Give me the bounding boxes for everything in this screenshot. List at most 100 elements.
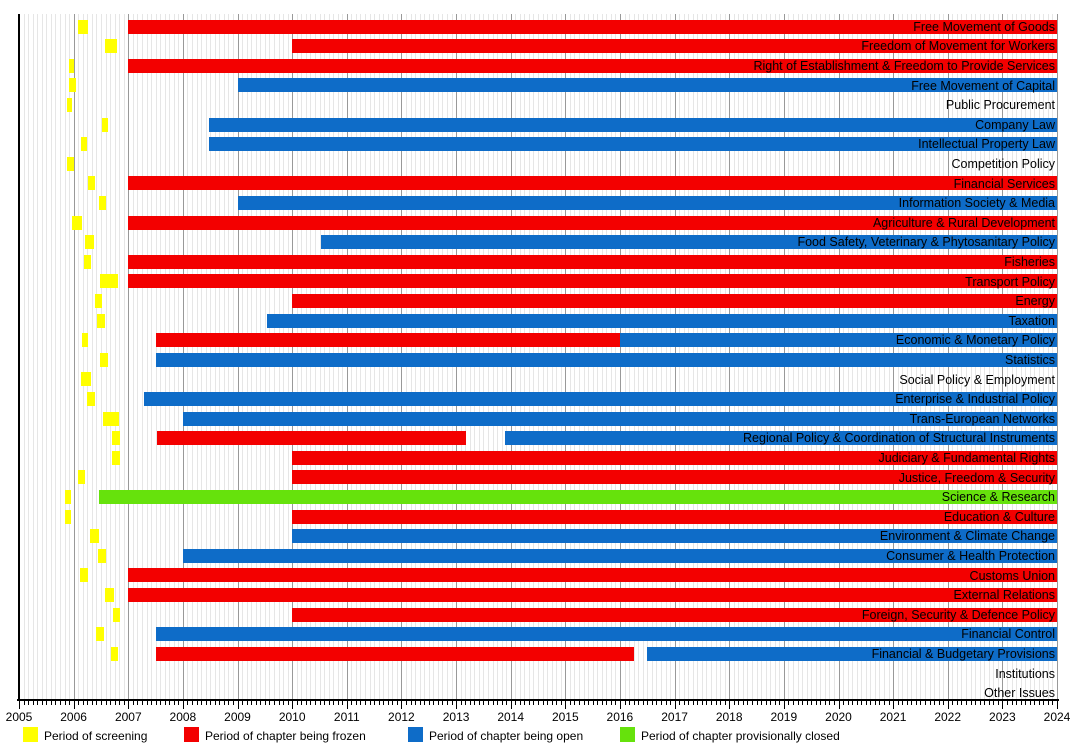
axis-tick-month xyxy=(1025,701,1027,705)
row-label: Energy xyxy=(1015,293,1055,308)
axis-tick-month xyxy=(752,701,753,705)
axis-tick-month xyxy=(82,701,84,705)
axis-tick-month xyxy=(251,701,253,705)
axis-tick-month xyxy=(424,701,426,705)
gridline-month xyxy=(78,14,80,700)
gridline-month xyxy=(55,14,57,700)
axis-tick-month xyxy=(815,701,817,705)
axis-tick-month xyxy=(410,701,412,705)
axis-tick-month xyxy=(378,701,380,705)
gridline-month xyxy=(87,14,89,700)
axis-tick-month xyxy=(656,701,658,705)
bar-screening xyxy=(90,529,99,544)
axis-tick-month xyxy=(105,701,107,705)
axis-tick-month xyxy=(365,701,366,705)
bar-open xyxy=(208,137,1057,152)
gridline-year xyxy=(73,14,75,700)
axis-tick-month xyxy=(205,701,207,705)
axis-tick-month xyxy=(23,701,25,705)
axis-tick-month xyxy=(132,701,134,705)
axis-year-label: 2023 xyxy=(989,710,1016,724)
axis-tick-year xyxy=(237,701,239,709)
axis-tick-month xyxy=(938,701,940,705)
legend-swatch-open xyxy=(408,727,423,742)
axis-tick-month xyxy=(374,701,376,705)
bar-frozen xyxy=(128,176,1057,191)
axis-tick-month xyxy=(624,701,626,705)
bar-screening xyxy=(80,568,88,583)
axis-tick-month xyxy=(610,701,612,705)
row-label: Consumer & Health Protection xyxy=(886,548,1055,563)
axis-tick-month xyxy=(747,701,749,705)
axis-tick-month xyxy=(41,701,43,705)
gridline-month xyxy=(82,14,84,700)
axis-tick-month xyxy=(975,701,977,705)
axis-tick-month xyxy=(569,701,571,705)
axis-tick-month xyxy=(738,701,740,705)
axis-tick-month xyxy=(997,701,999,705)
axis-tick-month xyxy=(1034,701,1036,705)
axis-tick-month xyxy=(210,701,212,705)
axis-tick-month xyxy=(724,701,726,705)
row-label: Information Society & Media xyxy=(898,195,1055,210)
bar-frozen xyxy=(292,294,1057,308)
bar-open xyxy=(237,196,1057,210)
axis-tick-month xyxy=(287,701,289,705)
axis-tick-month xyxy=(91,701,93,705)
axis-tick-month xyxy=(761,701,763,705)
axis-tick-month xyxy=(60,701,61,705)
axis-tick-month xyxy=(929,701,931,705)
axis-tick-month xyxy=(865,701,867,705)
axis-year-label: 2013 xyxy=(442,710,470,724)
axis-tick-month xyxy=(1043,701,1045,705)
bar-screening xyxy=(111,431,121,446)
axis-tick-month xyxy=(733,701,735,705)
axis-tick-month xyxy=(915,701,917,705)
axis-tick-month xyxy=(1038,701,1040,705)
axis-tick-month xyxy=(201,701,203,705)
axis-tick-month xyxy=(228,701,230,705)
axis-tick-month xyxy=(660,701,662,705)
axis-tick-month xyxy=(64,701,66,705)
legend-swatch-screening xyxy=(23,727,38,742)
axis-tick-month xyxy=(196,701,198,705)
axis-tick-month xyxy=(160,701,162,705)
axis-tick-month xyxy=(820,701,822,705)
axis-tick-month xyxy=(415,701,417,705)
axis-tick-month xyxy=(387,701,389,705)
axis-tick-month xyxy=(342,701,344,705)
axis-tick-month xyxy=(897,701,899,705)
axis-tick-month xyxy=(351,701,353,705)
axis-tick-year xyxy=(674,701,676,709)
legend-label-frozen: Period of chapter being frozen xyxy=(205,729,366,743)
bar-frozen xyxy=(128,568,1057,583)
axis-tick-month xyxy=(902,701,904,705)
gridline-month xyxy=(91,14,93,700)
axis-tick-month xyxy=(501,701,503,705)
axis-tick-month xyxy=(78,701,80,705)
axis-tick-month xyxy=(642,701,644,705)
gridline-month xyxy=(123,14,125,700)
axis-year-label: 2017 xyxy=(661,710,688,724)
axis-tick-year xyxy=(1057,701,1058,709)
axis-tick-month xyxy=(396,701,398,705)
axis-tick-year xyxy=(182,701,184,709)
bar-frozen xyxy=(128,215,1057,230)
row-label: Trans-European Networks xyxy=(909,411,1055,426)
axis-year-label: 2007 xyxy=(114,710,142,724)
axis-tick-month xyxy=(419,701,421,705)
bar-screening xyxy=(72,215,82,230)
axis-tick-month xyxy=(333,701,335,705)
axis-tick-month xyxy=(597,701,599,705)
gridline-month xyxy=(37,14,39,700)
axis-tick-month xyxy=(478,701,480,705)
axis-tick-month xyxy=(824,701,826,705)
axis-tick-month xyxy=(884,701,885,705)
axis-tick-month xyxy=(811,701,813,705)
row-label: Company Law xyxy=(975,117,1055,132)
axis-tick-month xyxy=(433,701,435,705)
axis-tick-month xyxy=(37,701,39,705)
row-label: Transport Policy xyxy=(965,274,1055,289)
axis-tick-month xyxy=(638,701,640,705)
bar-open xyxy=(182,548,1057,563)
